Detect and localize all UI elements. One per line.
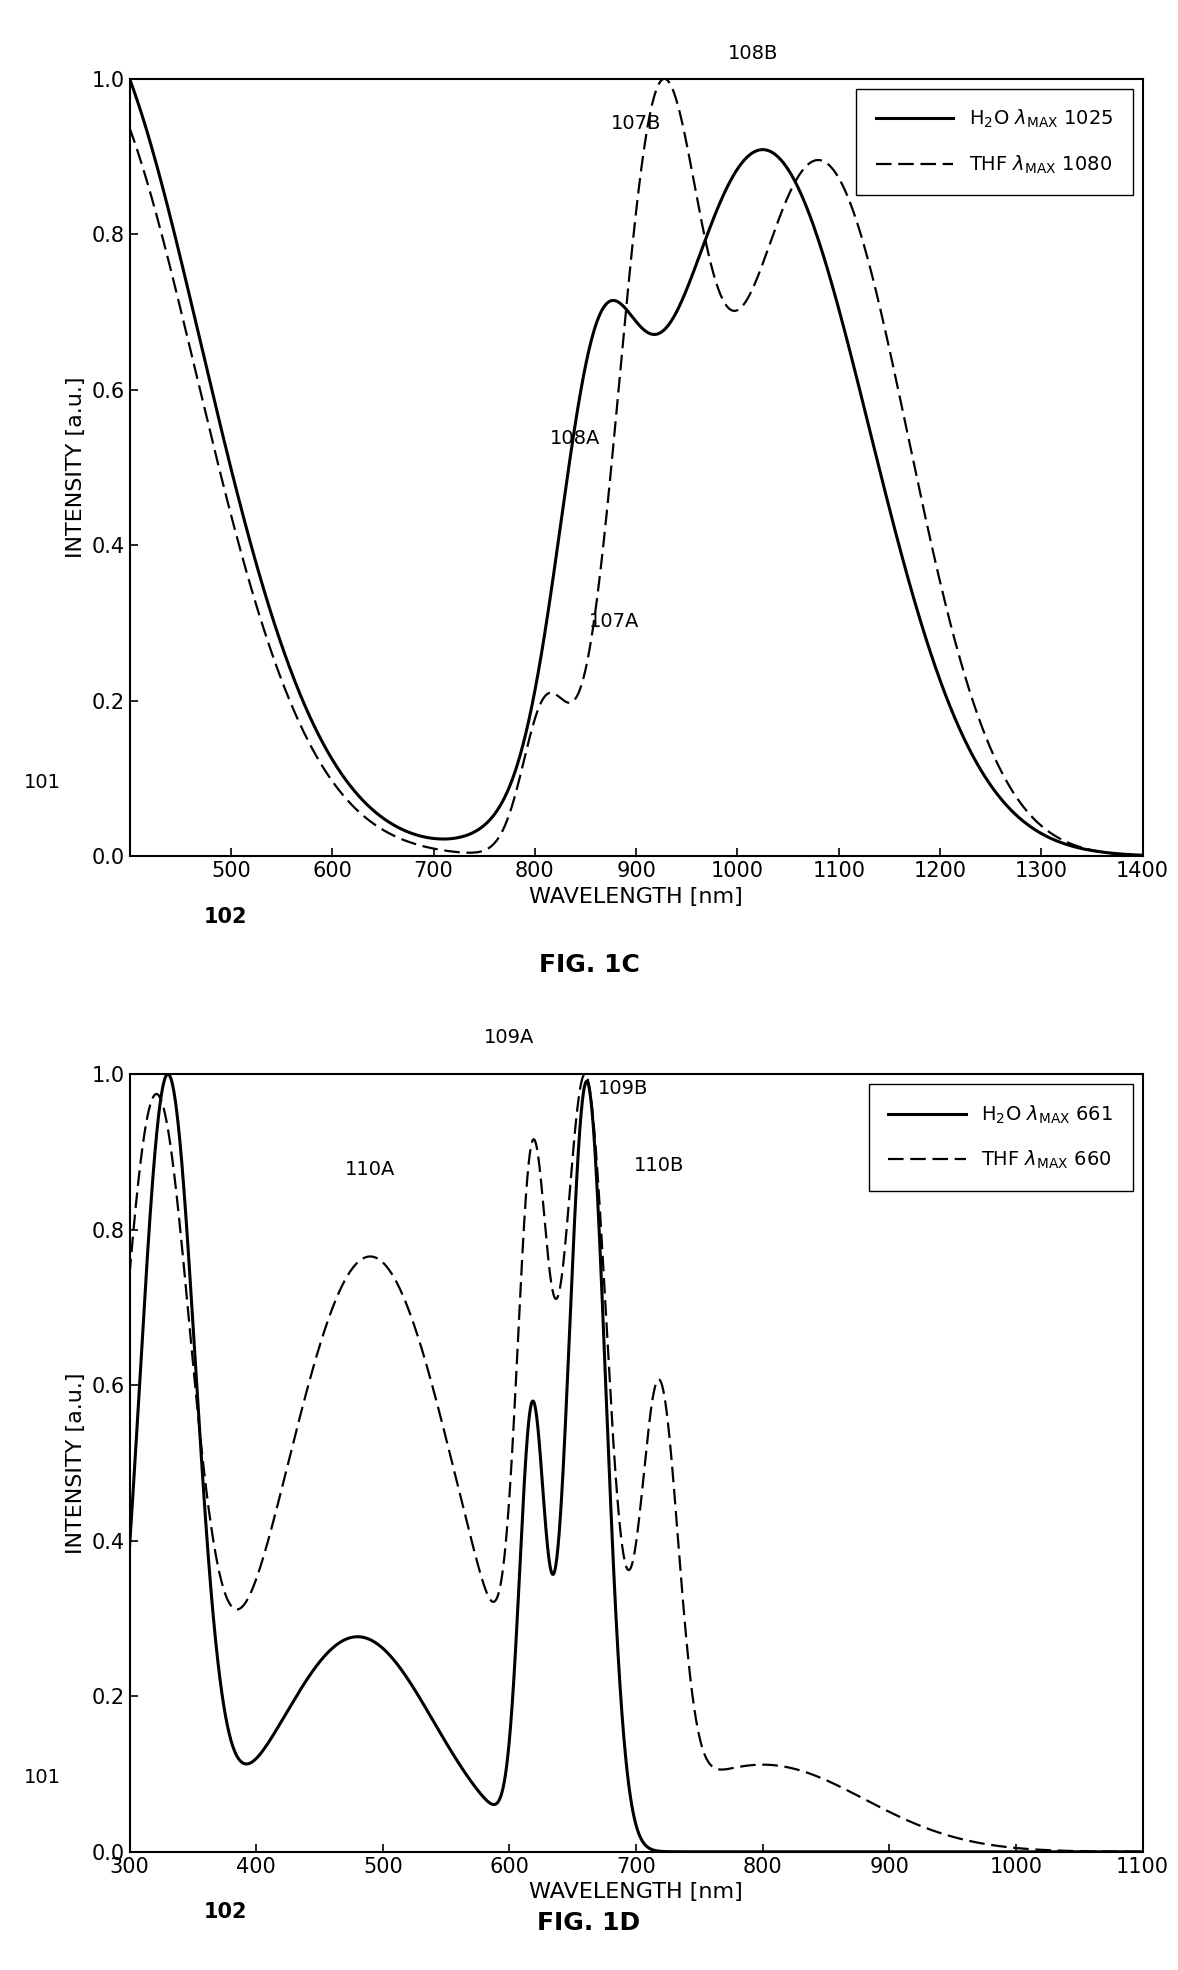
Text: 110B: 110B <box>634 1156 684 1176</box>
Text: 108A: 108A <box>550 429 601 449</box>
Text: 101: 101 <box>24 772 61 792</box>
Text: 108B: 108B <box>728 45 777 63</box>
Text: 107B: 107B <box>611 114 661 134</box>
Text: 110A: 110A <box>345 1160 396 1180</box>
Text: FIG. 1D: FIG. 1D <box>537 1911 641 1935</box>
X-axis label: WAVELENGTH [nm]: WAVELENGTH [nm] <box>529 886 743 906</box>
Text: 102: 102 <box>204 906 247 928</box>
Y-axis label: INTENSITY [a.u.]: INTENSITY [a.u.] <box>66 1373 86 1554</box>
Text: 102: 102 <box>204 1903 247 1923</box>
Text: 109A: 109A <box>484 1028 535 1048</box>
Text: FIG. 1C: FIG. 1C <box>538 953 640 977</box>
Text: 109B: 109B <box>598 1080 649 1097</box>
Y-axis label: INTENSITY [a.u.]: INTENSITY [a.u.] <box>66 376 86 558</box>
X-axis label: WAVELENGTH [nm]: WAVELENGTH [nm] <box>529 1881 743 1903</box>
Legend: H$_2$O $\lambda$$_{\rm MAX}$ 1025, THF $\lambda$$_{\rm MAX}$ 1080: H$_2$O $\lambda$$_{\rm MAX}$ 1025, THF $… <box>856 89 1133 195</box>
Text: 107A: 107A <box>589 613 638 630</box>
Text: 101: 101 <box>24 1769 61 1787</box>
Legend: H$_2$O $\lambda$$_{\rm MAX}$ 661, THF $\lambda$$_{\rm MAX}$ 660: H$_2$O $\lambda$$_{\rm MAX}$ 661, THF $\… <box>868 1084 1133 1190</box>
